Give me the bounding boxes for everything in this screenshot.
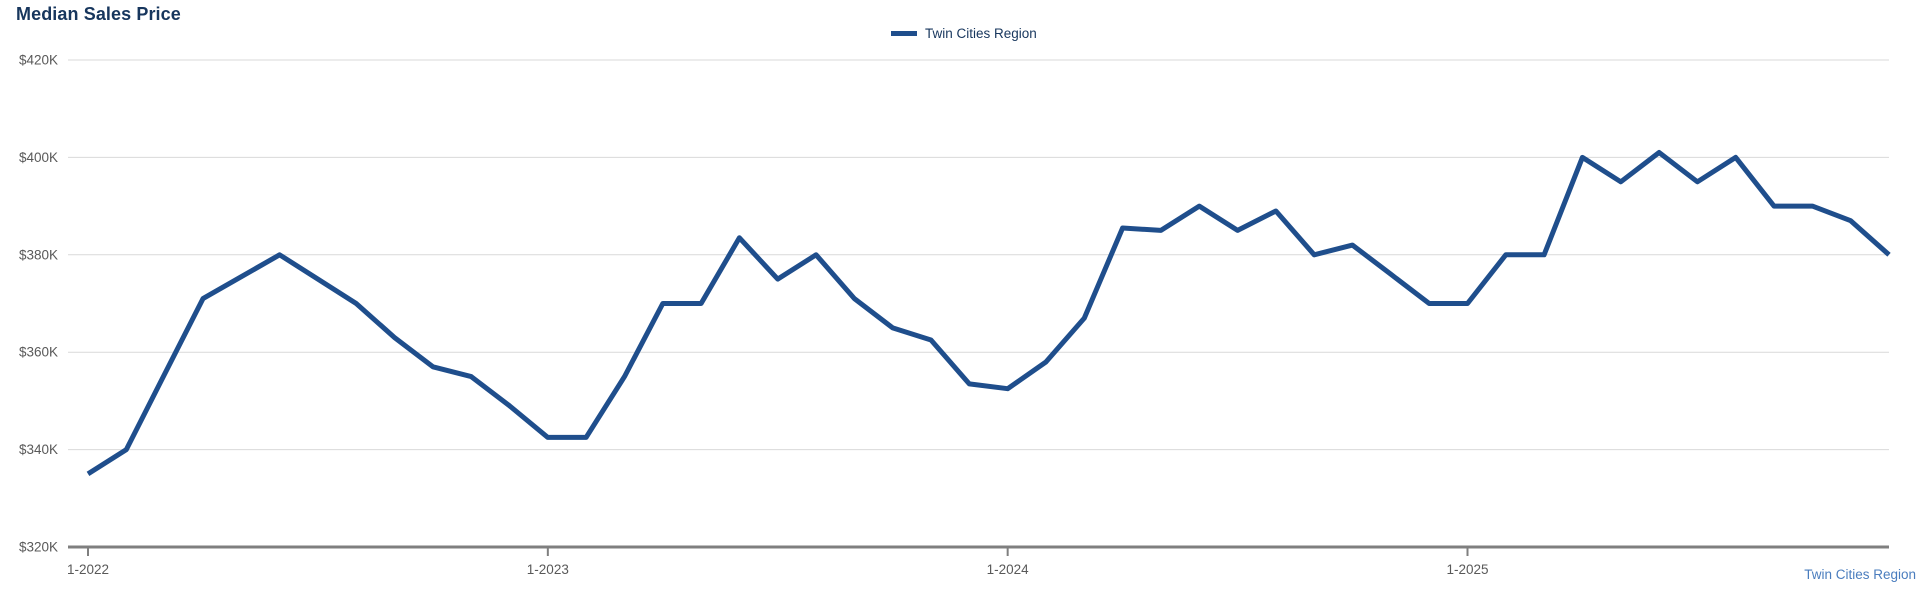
y-axis-label: $320K [19,540,58,555]
footer-region-label: Twin Cities Region [1804,567,1916,582]
series-line-twin-cities-region[interactable] [86,150,1891,477]
x-axis-label: 1-2023 [527,562,569,577]
legend-label: Twin Cities Region [925,26,1037,41]
x-axis-label: 1-2022 [67,562,109,577]
y-axis-label: $340K [19,442,58,457]
x-axis-label: 1-2025 [1446,562,1488,577]
y-axis-label: $380K [19,247,58,262]
y-axis-label: $400K [19,150,58,165]
x-axis-label: 1-2024 [987,562,1030,577]
y-axis-label: $420K [19,53,58,68]
page-title: Median Sales Price [16,4,181,24]
legend-item-twin-cities-region[interactable]: Twin Cities Region [891,26,1037,41]
legend-line-swatch-icon [891,31,917,36]
y-axis-label: $360K [19,345,58,360]
